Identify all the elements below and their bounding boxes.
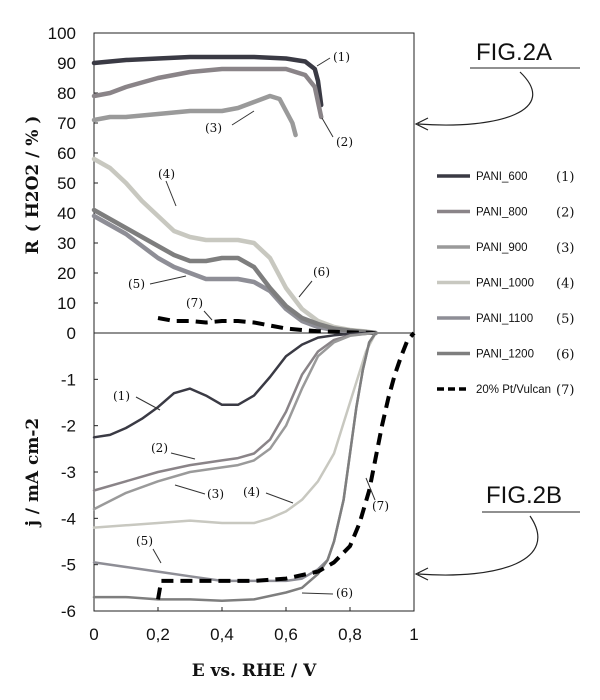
fig2a-series-1 [91,54,324,108]
fig2b-annotation-label-5: (5) [136,534,153,548]
y-tick-label-2b: -3 [61,463,76,482]
legend-label-1: PANI_600 [476,171,528,183]
x-axis-title: E vs. RHE / V [192,661,317,681]
fig2a-annotation-leader-2 [321,117,334,138]
fig2b-annotation-label-1: (1) [113,389,130,403]
x-tick-label: 0 [89,625,98,644]
fig2b-annotation-leader-6 [301,592,334,595]
fig2b-annotation-leader-1 [135,396,161,411]
fig2a-annotation-label-7: (7) [186,296,203,310]
y-tick-label-2a: 100 [48,24,76,43]
fig2a-series-4 [91,156,378,336]
fig2b-series-1 [92,331,377,439]
fig2a-series-3 [91,93,298,138]
fig2b-series-6 [92,331,377,603]
fig2b-series-2 [92,331,377,492]
fig2a-series-2 [91,66,324,120]
fig2b-annotation-label-3: (3) [207,487,224,501]
fig2a-annotation-leader-4 [165,180,177,207]
legend-number-4: (4) [556,277,574,292]
fig2b-series-7 [156,331,416,600]
fig2b-annotation-label-4: (4) [243,485,260,499]
y-tick-label-2a: 60 [57,144,76,163]
series-layer [91,54,416,603]
figure-label-2a: FIG.2A [476,39,552,66]
y-tick-label-2b: -2 [61,417,76,436]
y-tick-label-2a: 0 [67,324,76,343]
y-axis-title-2b-text: j / mA cm-2 [23,418,43,529]
y-tick-label-2a: 30 [57,234,76,253]
x-tick-label: 0,4 [210,625,234,644]
legend-number-3: (3) [556,241,574,256]
figure-2b-callout-arrow [417,515,539,576]
fig2a-annotation-leader-1 [316,57,331,67]
y-tick-label-2a: 10 [57,294,76,313]
legend-label-3: PANI_900 [476,242,528,254]
x-tick-label: 0,2 [146,625,170,644]
fig2a-annotation-leader-7 [203,310,213,321]
fig2b-annotation-label-2: (2) [151,441,168,455]
fig2a-annotation-label-4: (4) [158,167,175,181]
x-tick-label: 0,6 [274,625,298,644]
legend-number-7: (7) [556,383,574,398]
legend-label-5: PANI_1100 [476,313,533,325]
fig2a-annotation-leader-5 [149,275,187,285]
y-axis-title-2a-unit: ( H2O2 / % ) [23,116,43,233]
y-tick-label-2a: 40 [57,204,76,223]
fig2a-annotation-label-3: (3) [205,121,222,135]
x-tick-label: 1 [409,625,418,644]
fig2b-annotation-leader-2 [170,452,196,460]
fig2b-annotation-leader-7 [365,477,376,501]
legend-label-6: PANI_1200 [476,349,534,361]
y-tick-label-2a: 70 [57,114,76,133]
y-tick-label-2a: 50 [57,174,76,193]
legend-number-1: (1) [556,170,574,185]
legend-label-2: PANI_800 [476,207,528,219]
y-tick-label-2a: 20 [57,264,76,283]
figure-2a-arrowhead [414,117,429,131]
y-tick-label-2a: 90 [57,54,76,73]
fig2b-annotation-label-7: (7) [372,499,389,513]
fig2a-annotation-label-5: (5) [128,277,145,291]
y-axis-title-2a-main: R [23,239,43,254]
fig2a-annotation-leader-3 [231,110,255,126]
fig2a-annotation-leader-6 [298,280,313,298]
figure-2a-callout-arrow [417,71,534,126]
legend-number-6: (6) [556,348,574,363]
fig2a-annotation-label-1: (1) [333,50,350,64]
fig2a-annotation-label-6: (6) [313,265,330,279]
fig2a-series-6 [91,207,378,336]
svg-text:R( H2O2 / % ): R ( H2O2 / % ) [23,116,43,255]
y-tick-label-2a: 80 [57,84,76,103]
fig2b-annotation-label-6: (6) [336,586,353,600]
fig2b-annotation-leader-5 [152,548,162,564]
legend-number-2: (2) [556,206,574,221]
y-tick-label-2b: -6 [61,602,76,621]
y-axis-title-2b: j / mA cm-2 [23,418,43,529]
figure-label-2b: FIG.2B [486,482,562,509]
legend-label-4: PANI_1000 [476,278,534,290]
legend-number-5: (5) [556,312,574,327]
fig2b-series-4 [92,331,377,529]
curve-annotations: (1) (2) (3) (4) (5) (6) (7) (1) (2) (3) (4) (5) (6) (… [113,50,389,600]
y-tick-label-2b: -5 [61,556,76,575]
fig2a-annotation-label-2: (2) [336,135,353,149]
fig2b-annotation-leader-4 [265,492,294,504]
axes-layer: 0 10 20 30 40 50 60 70 80 90 100 -1 -2 -3 -4 -5 -6 0 0,2 0,… [48,24,419,644]
fig2b-series-3 [92,331,377,511]
y-axis-title-2a: R ( H2O2 / % ) [23,116,43,255]
fig2b-annotation-leader-3 [174,484,206,495]
y-tick-label-2b: -4 [61,509,76,528]
y-tick-label-2b: -1 [61,370,76,389]
legend-label-7: 20% Pt/Vulcan [476,384,551,396]
figure-2b-arrowhead [414,567,429,581]
legend: PANI_600 (1) PANI_800 (2) PANI_900 (3) PANI_10… [437,170,574,398]
x-tick-label: 0,8 [338,625,362,644]
